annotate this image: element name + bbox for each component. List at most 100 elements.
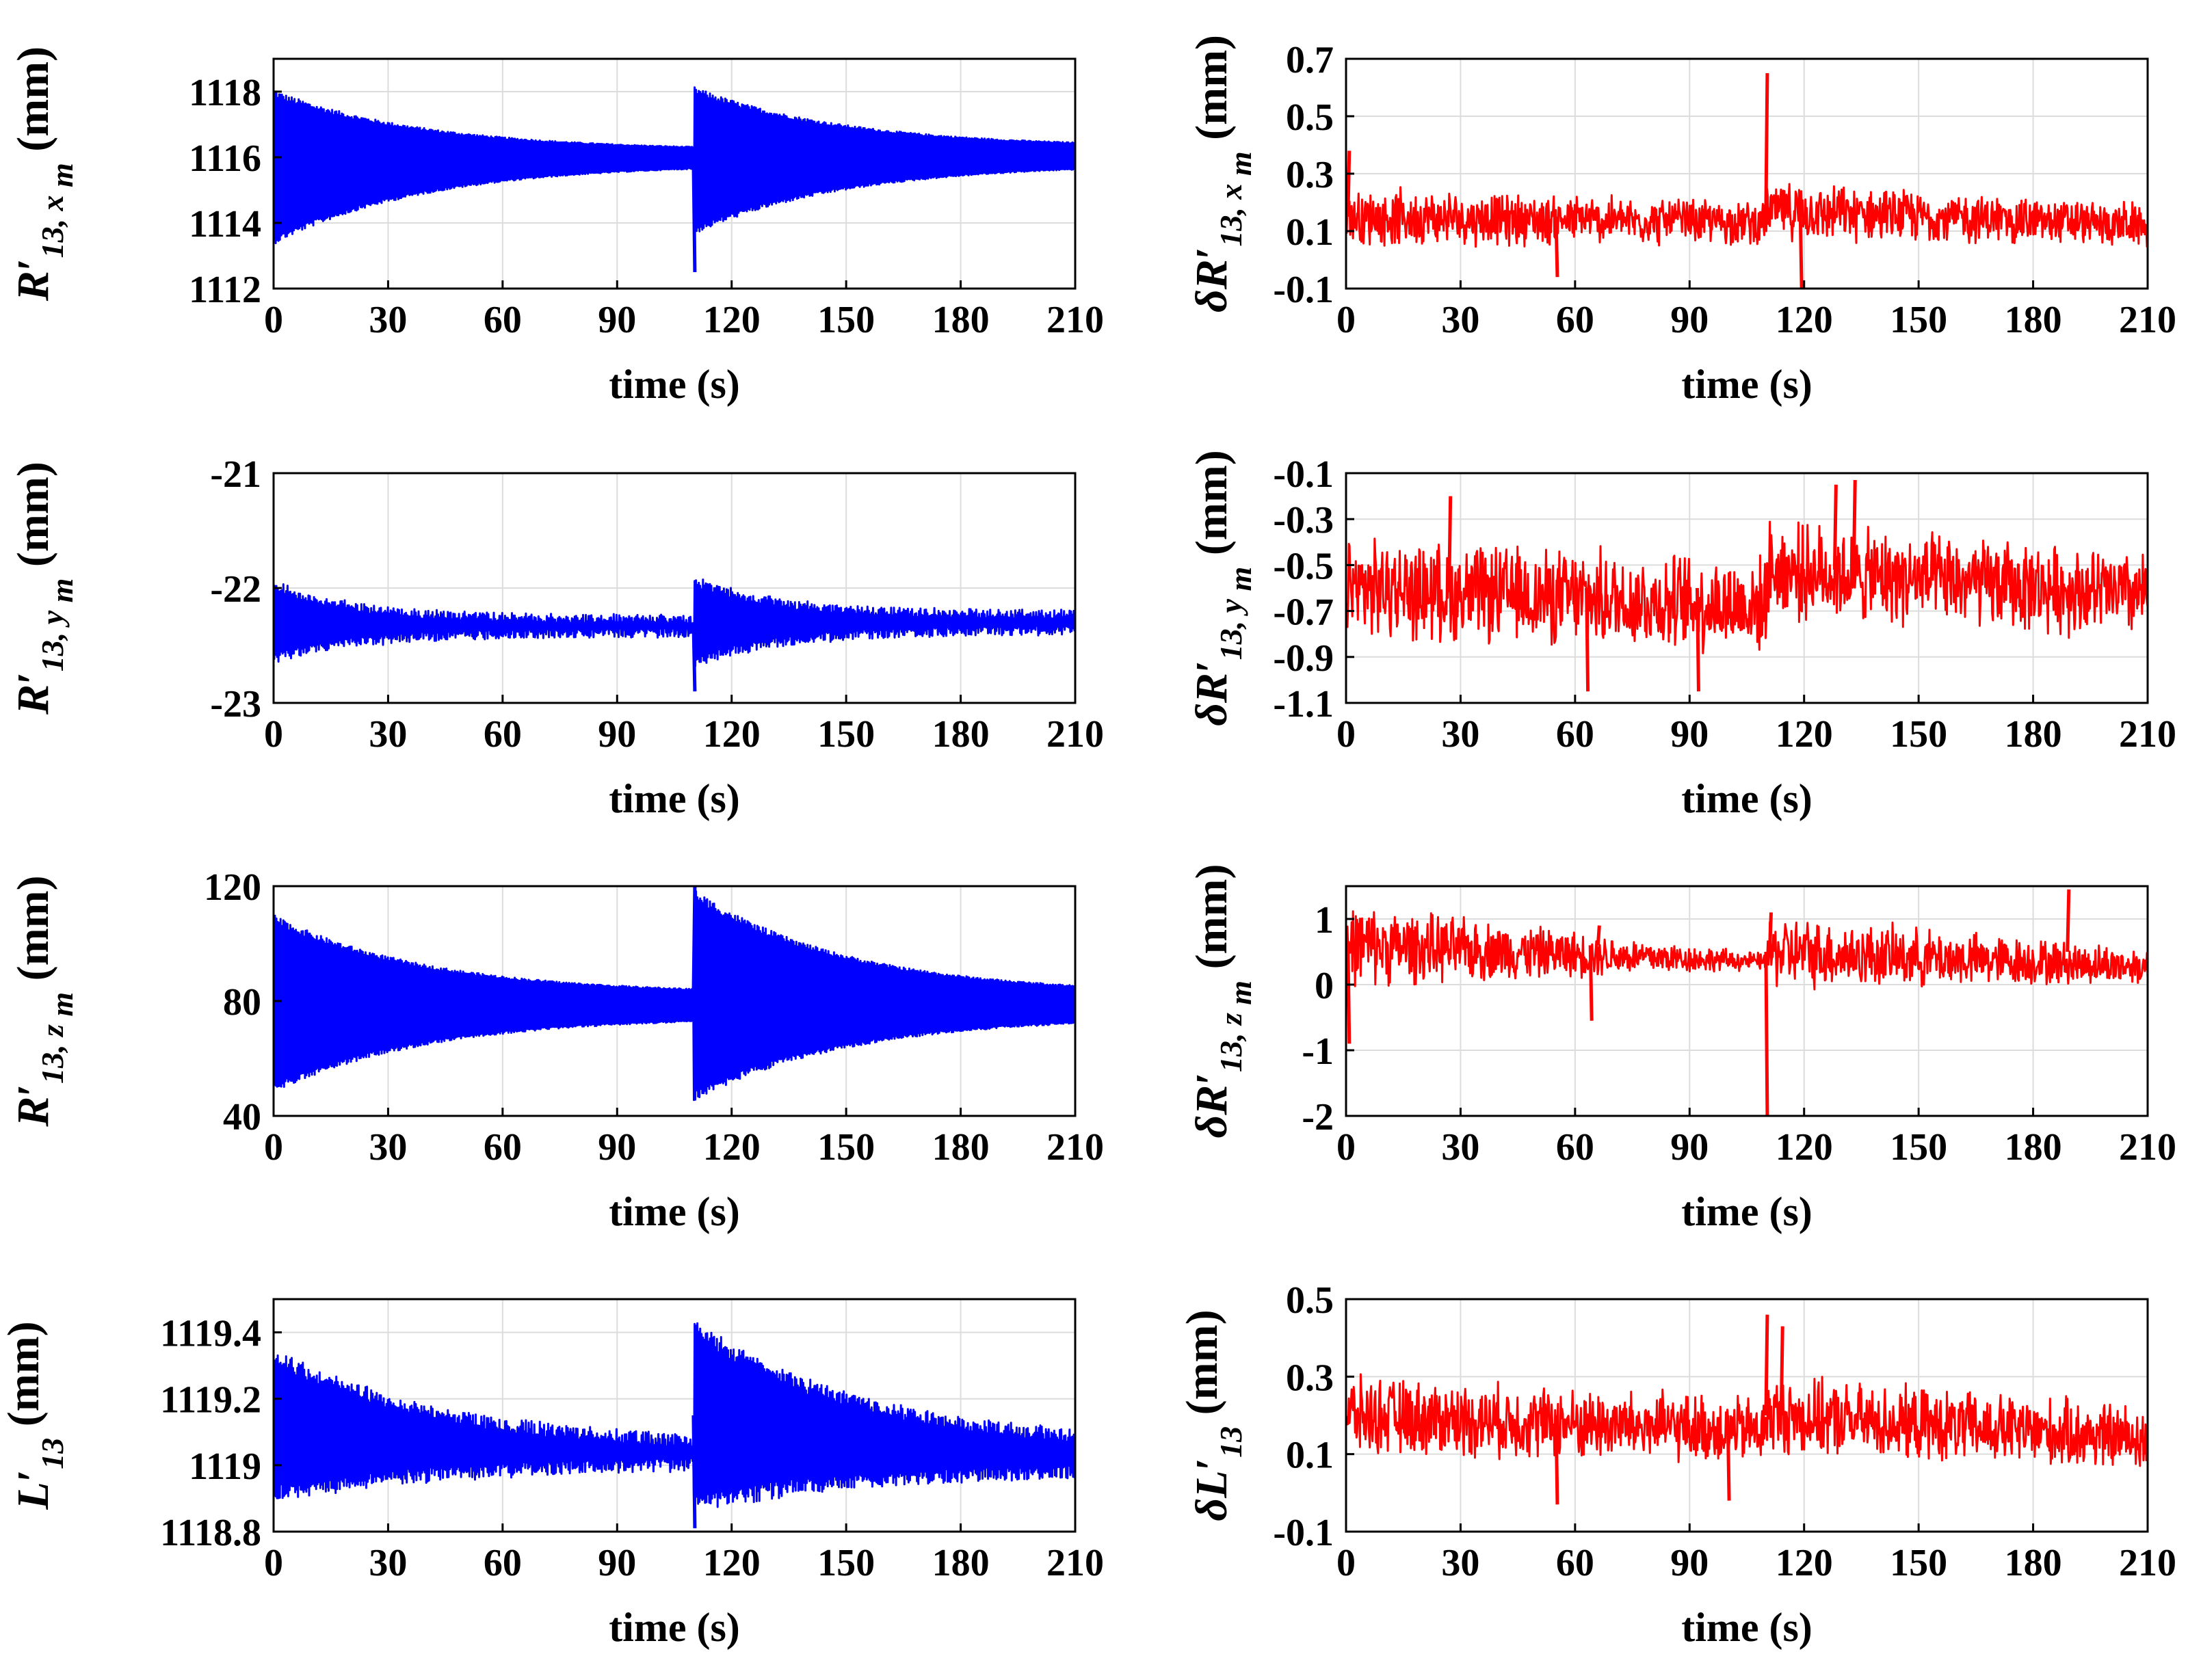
- x-tick-label: 150: [1890, 1126, 1947, 1169]
- y-tick-label: -0.3: [1273, 499, 1334, 542]
- y-tick-label: -0.1: [1273, 1512, 1334, 1554]
- x-axis-label: time (s): [1681, 362, 1813, 407]
- x-tick-label: 60: [1556, 1126, 1594, 1169]
- x-tick-label: 210: [1046, 1126, 1104, 1169]
- series-line-dR13z: [1345, 910, 2149, 991]
- x-tick-label: 0: [1336, 1542, 1356, 1584]
- x-tick-label: 180: [2005, 1542, 2062, 1584]
- x-tick-label: 180: [932, 713, 990, 756]
- x-tick-label: 0: [264, 1126, 283, 1169]
- x-tick-label: 150: [1890, 1542, 1947, 1584]
- x-tick-label: 60: [484, 713, 522, 756]
- x-tick-label: 120: [1776, 299, 1833, 341]
- y-tick-label: 40: [223, 1096, 261, 1138]
- x-tick-label: 60: [1556, 1542, 1594, 1584]
- y-label-part: (mm): [8, 462, 58, 578]
- y-label-part: R: [8, 1097, 58, 1128]
- y-label-part: R: [8, 684, 58, 715]
- spike-dL13: [1554, 1415, 1559, 1505]
- y-label-part: m: [1223, 567, 1258, 599]
- y-tick-label: 1112: [189, 269, 261, 311]
- y-axis-label: δR′13, y m (mm): [1187, 450, 1258, 726]
- spike-dR13z: [1346, 945, 1352, 1044]
- x-tick-label: 30: [1441, 713, 1479, 756]
- x-tick-label: 210: [1046, 299, 1104, 341]
- y-tick-label: -0.5: [1273, 545, 1334, 587]
- y-label-part: (mm): [1187, 450, 1237, 566]
- x-axis-label: time (s): [609, 1189, 740, 1234]
- y-tick-label: -0.9: [1273, 637, 1334, 680]
- x-tick-label: 120: [703, 299, 761, 341]
- spike-R13y: [691, 622, 697, 692]
- x-tick-label: 30: [369, 1126, 407, 1169]
- y-label-part: L: [1187, 1470, 1237, 1498]
- x-tick-label: 120: [1776, 1126, 1833, 1169]
- axes-frame-dR13z: [1345, 885, 2149, 1117]
- y-label-part: m: [44, 163, 79, 195]
- x-tick-label: 0: [264, 299, 283, 341]
- subplot-dL13: 0 30 60 90 120 150 180 210 -0.1 0.1 0.3 0.5 time (s)…: [1177, 1279, 2176, 1650]
- axes-frame-L13: [272, 1298, 1077, 1533]
- y-label-part: R: [1187, 259, 1237, 290]
- y-label-part: 13: [1213, 1426, 1248, 1458]
- y-label-part: δ: [1187, 289, 1237, 312]
- y-label-part: L: [8, 1482, 58, 1510]
- y-label-part: (mm): [1177, 1309, 1227, 1426]
- x-tick-label: 120: [703, 1542, 761, 1584]
- x-tick-label: 210: [2119, 299, 2176, 341]
- y-tick-label: 1116: [189, 137, 261, 180]
- subplot-dR13x: 0 30 60 90 120 150 180 210 -0.1 0.1 0.3 0.5 0.7 time …: [1187, 35, 2176, 407]
- axes-frame-R13x: [272, 57, 1077, 290]
- y-label-part: δ: [1187, 1498, 1237, 1521]
- spike-dR13x: [1764, 72, 1769, 211]
- x-tick-label: 90: [1670, 299, 1709, 341]
- x-tick-label: 120: [1776, 1542, 1833, 1584]
- x-tick-label: 150: [1890, 299, 1947, 341]
- y-axis-label: R′13, z m (mm): [8, 875, 79, 1127]
- y-tick-label: 0.7: [1286, 39, 1334, 81]
- spike-dR13z: [2066, 889, 2071, 952]
- y-tick-label: 0: [1315, 965, 1334, 1007]
- spike-dR13y: [1585, 587, 1590, 692]
- x-tick-label: 0: [264, 713, 283, 756]
- y-tick-label: 0.1: [1286, 1435, 1334, 1477]
- x-axis-label: time (s): [609, 1605, 740, 1650]
- spike-dR13z: [1588, 945, 1594, 1021]
- spike-dL13: [1779, 1326, 1784, 1416]
- y-tick-label: 1119.2: [160, 1379, 261, 1422]
- y-tick-label: 0.5: [1286, 1279, 1334, 1322]
- x-tick-label: 0: [264, 1542, 283, 1584]
- x-tick-label: 90: [598, 299, 636, 341]
- spike-dR13x: [1554, 216, 1559, 278]
- x-tick-label: 150: [817, 1126, 875, 1169]
- y-label-part: 13, x: [1213, 184, 1248, 247]
- y-tick-label: -1: [1302, 1030, 1334, 1073]
- y-tick-label: 1: [1315, 899, 1334, 942]
- y-tick-label: -23: [210, 683, 261, 725]
- y-tick-label: 0.1: [1286, 211, 1334, 254]
- y-label-part: m: [44, 992, 79, 1024]
- spike-L13: [691, 1415, 697, 1529]
- spike-dR13y: [1832, 484, 1838, 570]
- axes-frame-dR13y: [1345, 472, 2149, 704]
- x-tick-label: 30: [369, 1542, 407, 1584]
- y-label-part: ′: [8, 1084, 58, 1097]
- y-label-part: m: [1223, 151, 1258, 183]
- series-line-R13x: [272, 86, 1077, 245]
- x-tick-label: 180: [932, 1542, 990, 1584]
- x-tick-label: 60: [484, 1126, 522, 1169]
- x-tick-label: 60: [484, 299, 522, 341]
- spike-R13z: [691, 885, 697, 996]
- subplot-R13x: 0 30 60 90 120 150 180 210 1112 1114 1116 1118 time …: [8, 46, 1104, 407]
- y-tick-label: 1118: [189, 72, 261, 114]
- y-label-part: δ: [1187, 703, 1237, 726]
- x-tick-label: 180: [932, 299, 990, 341]
- x-tick-label: 30: [1441, 299, 1479, 341]
- x-tick-label: 0: [1336, 299, 1356, 341]
- x-tick-label: 90: [598, 1126, 636, 1169]
- x-tick-label: 90: [1670, 1542, 1709, 1584]
- y-label-part: R: [8, 271, 58, 302]
- grid-R13y: [273, 472, 1076, 704]
- y-label-part: m: [44, 578, 79, 611]
